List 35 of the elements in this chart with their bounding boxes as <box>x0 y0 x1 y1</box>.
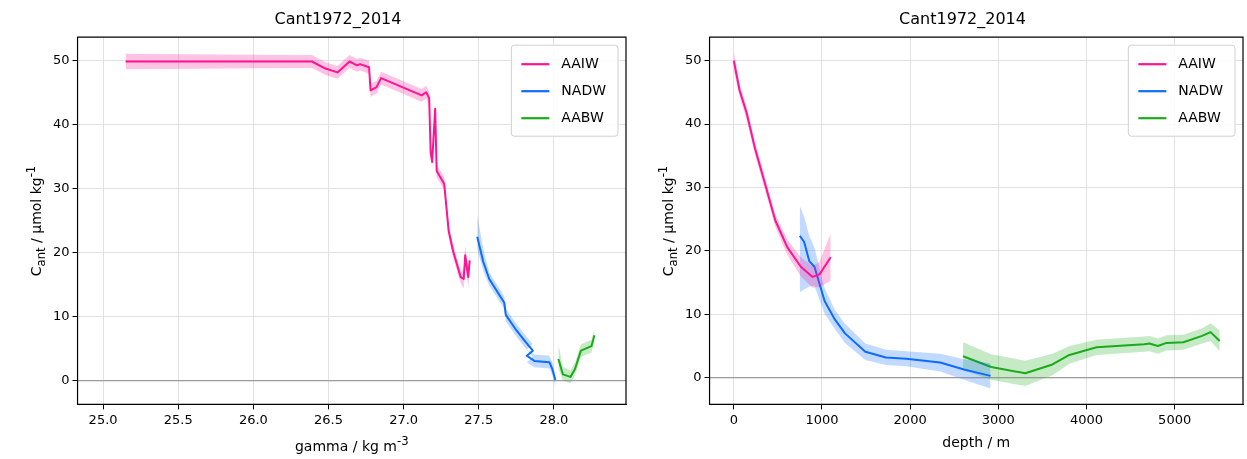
x-tick-label: 27.0 <box>389 411 419 427</box>
y-tick-label: 30 <box>53 180 70 196</box>
y-tick-label: 20 <box>685 242 702 258</box>
y-tick-label: 0 <box>61 372 70 388</box>
y-tick-label: 30 <box>685 178 702 194</box>
chart-title: Cant1972_2014 <box>274 8 402 29</box>
x-tick-label: 0 <box>729 411 738 427</box>
x-tick-label: 26.0 <box>238 411 268 427</box>
x-tick-label: 27.5 <box>464 411 494 427</box>
legend-label: AABW <box>1178 108 1221 125</box>
y-tick-label: 50 <box>685 52 702 68</box>
y-tick-label: 10 <box>685 305 702 321</box>
legend-label: AAIW <box>1178 54 1216 71</box>
x-tick-label: 28.0 <box>539 411 569 427</box>
y-tick-label: 50 <box>53 52 70 68</box>
x-tick-label: 2000 <box>893 411 927 427</box>
x-tick-label: 25.5 <box>163 411 193 427</box>
legend-label: NADW <box>561 81 607 98</box>
legend-label: NADW <box>1178 81 1224 98</box>
y-tick-label: 40 <box>53 116 70 132</box>
chart-title: Cant1972_2014 <box>899 8 1026 29</box>
y-tick-label: 0 <box>693 369 702 385</box>
x-tick-label: 3000 <box>981 411 1015 427</box>
x-axis-title: depth / m <box>942 434 1011 451</box>
y-tick-label: 10 <box>53 308 70 324</box>
x-tick-label: 5000 <box>1158 411 1192 427</box>
legend-label: AAIW <box>561 54 599 71</box>
x-tick-label: 25.0 <box>88 411 118 427</box>
y-tick-label: 40 <box>685 115 702 131</box>
legend-label: AABW <box>561 108 604 125</box>
x-tick-label: 26.5 <box>314 411 343 427</box>
x-axis-title: gamma / kg m$^{-3}$ <box>294 434 409 455</box>
x-tick-label: 1000 <box>805 411 839 427</box>
x-tick-label: 4000 <box>1069 411 1104 427</box>
y-tick-label: 20 <box>53 244 70 260</box>
